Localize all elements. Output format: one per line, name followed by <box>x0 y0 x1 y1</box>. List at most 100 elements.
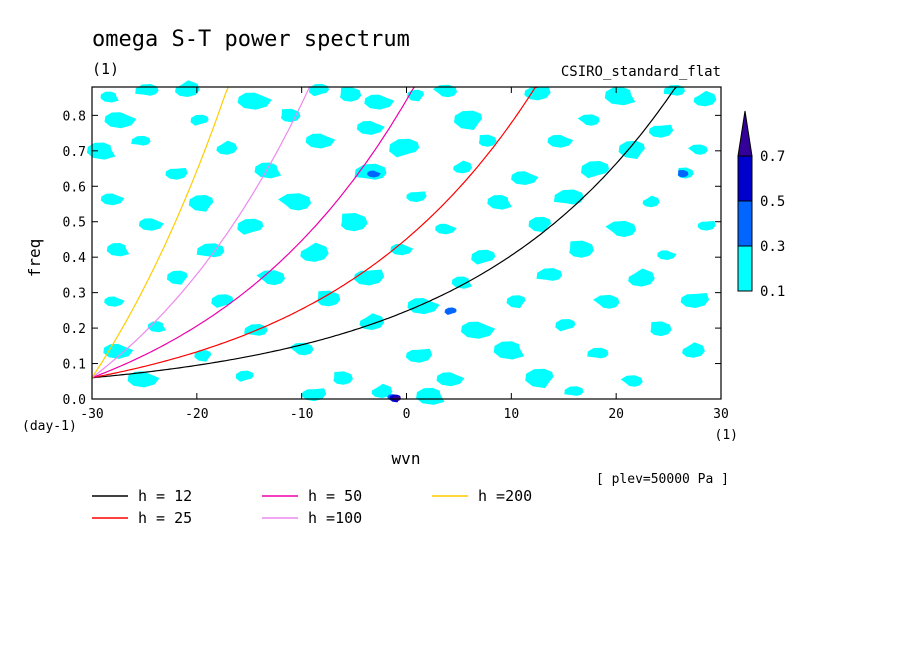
x-tick-label: -20 <box>185 407 208 422</box>
contour-blob <box>127 371 160 388</box>
contour-blob <box>216 140 238 155</box>
contour-blob <box>405 348 433 363</box>
y-tick-label: 0.0 <box>63 393 86 408</box>
x-tick-label: -30 <box>80 407 103 422</box>
legend-label: h =200 <box>478 487 532 505</box>
axis-ticks: -30 -20 -10 0 10 20 30 0.0 0.1 0.2 0.3 0.4 0.5 0.6 0.7… <box>63 87 729 422</box>
contour-blob <box>436 372 465 387</box>
model-label: CSIRO_standard_flat <box>561 64 721 80</box>
contour-blob <box>524 86 551 101</box>
contour-blob <box>663 85 685 96</box>
contour-blob <box>367 170 381 178</box>
contour-blob <box>453 160 473 174</box>
contour-blob <box>175 80 200 97</box>
contour-blob <box>697 220 716 231</box>
contour-blob <box>569 240 594 258</box>
contour-blob <box>451 276 472 289</box>
contour-blob <box>471 249 496 265</box>
contour-blob <box>100 193 125 206</box>
contour-fill-layer <box>86 80 717 405</box>
contour-blob <box>555 319 576 332</box>
contour-blob <box>406 191 427 203</box>
contour-blob <box>165 167 188 180</box>
contour-blob <box>577 114 600 126</box>
contour-blob <box>254 162 282 179</box>
y-axis-unit: (day-1) <box>22 419 77 434</box>
contour-blob <box>593 294 620 309</box>
contour-blob <box>628 268 655 287</box>
legend-label: h = 50 <box>308 487 362 505</box>
contour-blob <box>693 90 717 107</box>
dispersion-curve <box>91 86 415 379</box>
x-tick-label: 0 <box>403 407 411 422</box>
y-axis-label: freq <box>25 239 44 278</box>
contour-blob <box>478 134 497 147</box>
x-axis-unit: (1) <box>715 428 738 443</box>
x-tick-label: 20 <box>608 407 624 422</box>
colorbar-label: 0.3 <box>760 239 785 255</box>
contour-blob <box>493 341 525 360</box>
contour-blob <box>454 110 483 130</box>
contour-blob <box>650 321 672 337</box>
contour-blob <box>235 370 254 382</box>
colorbar-segment <box>737 200 753 247</box>
dispersion-curve <box>91 86 677 379</box>
colorbar-segment <box>737 245 753 292</box>
contour-blob <box>104 296 125 307</box>
plev-note: [ plev=50000 Pa ] <box>596 472 729 487</box>
dispersion-curve <box>91 86 538 379</box>
contour-blob <box>688 144 708 155</box>
dispersion-curve <box>91 86 313 379</box>
y-tick-label: 0.5 <box>63 216 86 231</box>
contour-blob <box>487 195 512 210</box>
plot-area: -30 -20 -10 0 10 20 30 0.0 0.1 0.2 0.3 0.4 0.5 0.6 0.7… <box>63 80 729 422</box>
contour-blob <box>317 290 341 307</box>
contour-blob <box>461 321 496 339</box>
colorbar: 0.1 0.3 0.5 0.7 <box>737 110 785 300</box>
contour-blob <box>677 170 689 178</box>
colorbar-segment <box>737 155 753 202</box>
legend-label: h = 12 <box>138 487 192 505</box>
contour-blob <box>135 84 159 96</box>
y-tick-label: 0.8 <box>63 109 86 124</box>
dispersion-curves-layer <box>91 86 677 379</box>
contour-blob <box>444 307 457 315</box>
chart-title: omega S-T power spectrum <box>92 27 410 52</box>
plot-background <box>92 87 721 399</box>
contour-blob <box>547 134 574 148</box>
contour-blob <box>432 84 458 98</box>
contour-blob <box>435 223 457 235</box>
contour-blob <box>340 87 362 102</box>
x-tick-label: 30 <box>713 407 729 422</box>
legend-label: h = 25 <box>138 509 192 527</box>
contour-blob <box>581 161 610 179</box>
contour-blob <box>301 388 327 402</box>
contour-blob <box>620 375 643 387</box>
contour-blob <box>605 220 637 237</box>
contour-blob <box>104 112 137 129</box>
contour-blob <box>188 195 214 212</box>
contour-blob <box>564 386 584 396</box>
contour-blob <box>166 270 188 285</box>
contour-blob <box>305 133 336 149</box>
contour-blob <box>680 293 710 308</box>
contour-blob <box>278 193 312 211</box>
contour-blob <box>389 138 420 158</box>
y-tick-label: 0.2 <box>63 322 86 337</box>
contour-blob <box>100 91 119 103</box>
contour-blob <box>554 189 584 205</box>
contour-blob <box>131 135 151 146</box>
contour-blob <box>364 94 395 110</box>
contour-blob <box>190 114 209 126</box>
y-tick-label: 0.1 <box>63 358 86 373</box>
dispersion-curve <box>91 86 229 379</box>
contour-blob <box>528 216 552 233</box>
contour-blob <box>416 387 445 405</box>
contour-blob <box>536 268 563 281</box>
contour-blob <box>525 368 554 389</box>
y-tick-label: 0.6 <box>63 180 86 195</box>
contour-blob <box>587 347 609 359</box>
contour-blob <box>604 87 636 106</box>
contour-blob <box>333 371 353 385</box>
